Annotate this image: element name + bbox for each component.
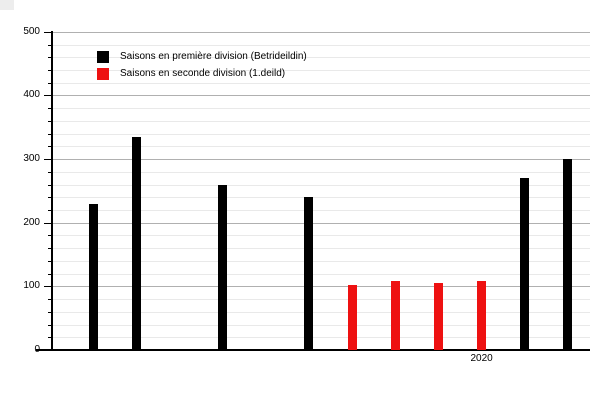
y-tick-minor xyxy=(48,248,52,250)
gridline-minor xyxy=(52,273,590,275)
y-tick-major xyxy=(44,286,52,288)
legend-swatch-red xyxy=(97,68,109,80)
y-tick-minor xyxy=(48,82,52,84)
legend-label-second-division: Saisons en seconde division (1.deild) xyxy=(120,68,286,79)
y-tick-major xyxy=(44,31,52,33)
gridline-minor xyxy=(52,108,590,110)
y-tick-label: 400 xyxy=(23,89,40,101)
bar-second-division xyxy=(433,283,443,350)
legend-item-first-division: Saisons en première division (Betrideild… xyxy=(97,51,307,63)
y-tick-minor xyxy=(48,273,52,275)
gridline-minor xyxy=(52,133,590,135)
y-tick-minor xyxy=(48,44,52,46)
gridline-minor xyxy=(52,120,590,122)
y-tick-minor xyxy=(48,324,52,326)
legend-item-second-division: Saisons en seconde division (1.deild) xyxy=(97,68,307,80)
y-tick-label: 300 xyxy=(23,153,40,165)
bar-second-division xyxy=(347,285,357,350)
gridline-minor xyxy=(52,235,590,237)
y-tick-label: 0 xyxy=(2,344,40,356)
y-tick-minor xyxy=(48,171,52,173)
y-tick-minor xyxy=(48,311,52,313)
gridline-minor xyxy=(52,324,590,326)
gridline-major xyxy=(52,222,590,224)
y-axis-line xyxy=(51,31,53,351)
gridline-minor xyxy=(52,171,590,173)
legend: Saisons en première division (Betrideild… xyxy=(97,51,307,85)
y-tick-major xyxy=(44,159,52,161)
y-tick-label: 500 xyxy=(23,25,40,37)
gridline-minor xyxy=(52,337,590,339)
gridline-major xyxy=(52,31,590,33)
gridline-minor xyxy=(52,82,590,84)
legend-swatch-black xyxy=(97,51,109,63)
gridline-minor xyxy=(52,248,590,250)
bar-first-division xyxy=(218,184,228,350)
y-tick-minor xyxy=(48,133,52,135)
bar-second-division xyxy=(390,281,400,350)
bar-second-division xyxy=(477,281,487,350)
y-tick-minor xyxy=(48,120,52,122)
gridline-major xyxy=(52,286,590,288)
y-tick-minor xyxy=(48,146,52,148)
bar-first-division xyxy=(131,136,141,350)
gridline-major xyxy=(52,95,590,97)
y-tick-minor xyxy=(48,260,52,262)
y-tick-minor xyxy=(48,209,52,211)
y-tick-major xyxy=(44,222,52,224)
gridline-minor xyxy=(52,57,590,59)
bar-first-division xyxy=(520,178,530,350)
gridline-minor xyxy=(52,69,590,71)
gridline-minor xyxy=(52,146,590,148)
legend-label-first-division: Saisons en première division (Betrideild… xyxy=(120,51,307,62)
y-tick-major xyxy=(44,95,52,97)
gridline-minor xyxy=(52,299,590,301)
y-tick-minor xyxy=(48,235,52,237)
gridline-minor xyxy=(52,44,590,46)
bar-first-division xyxy=(304,197,314,350)
gridline-minor xyxy=(52,184,590,186)
gridline-minor xyxy=(52,197,590,199)
bar-first-division xyxy=(88,203,98,350)
gridline-major xyxy=(52,159,590,161)
x-axis-line xyxy=(36,349,590,351)
y-tick-minor xyxy=(48,299,52,301)
x-tick-label: 2020 xyxy=(470,353,493,364)
y-tick-minor xyxy=(48,108,52,110)
y-tick-minor xyxy=(48,69,52,71)
y-tick-minor xyxy=(48,337,52,339)
y-tick-label: 100 xyxy=(23,280,40,292)
y-tick-minor xyxy=(48,184,52,186)
gridline-minor xyxy=(52,311,590,313)
gridline-minor xyxy=(52,209,590,211)
y-tick-label: 200 xyxy=(23,216,40,228)
corner-artifact xyxy=(0,0,14,10)
y-tick-minor xyxy=(48,197,52,199)
y-tick-minor xyxy=(48,57,52,59)
bar-first-division xyxy=(563,159,573,350)
gridline-minor xyxy=(52,260,590,262)
